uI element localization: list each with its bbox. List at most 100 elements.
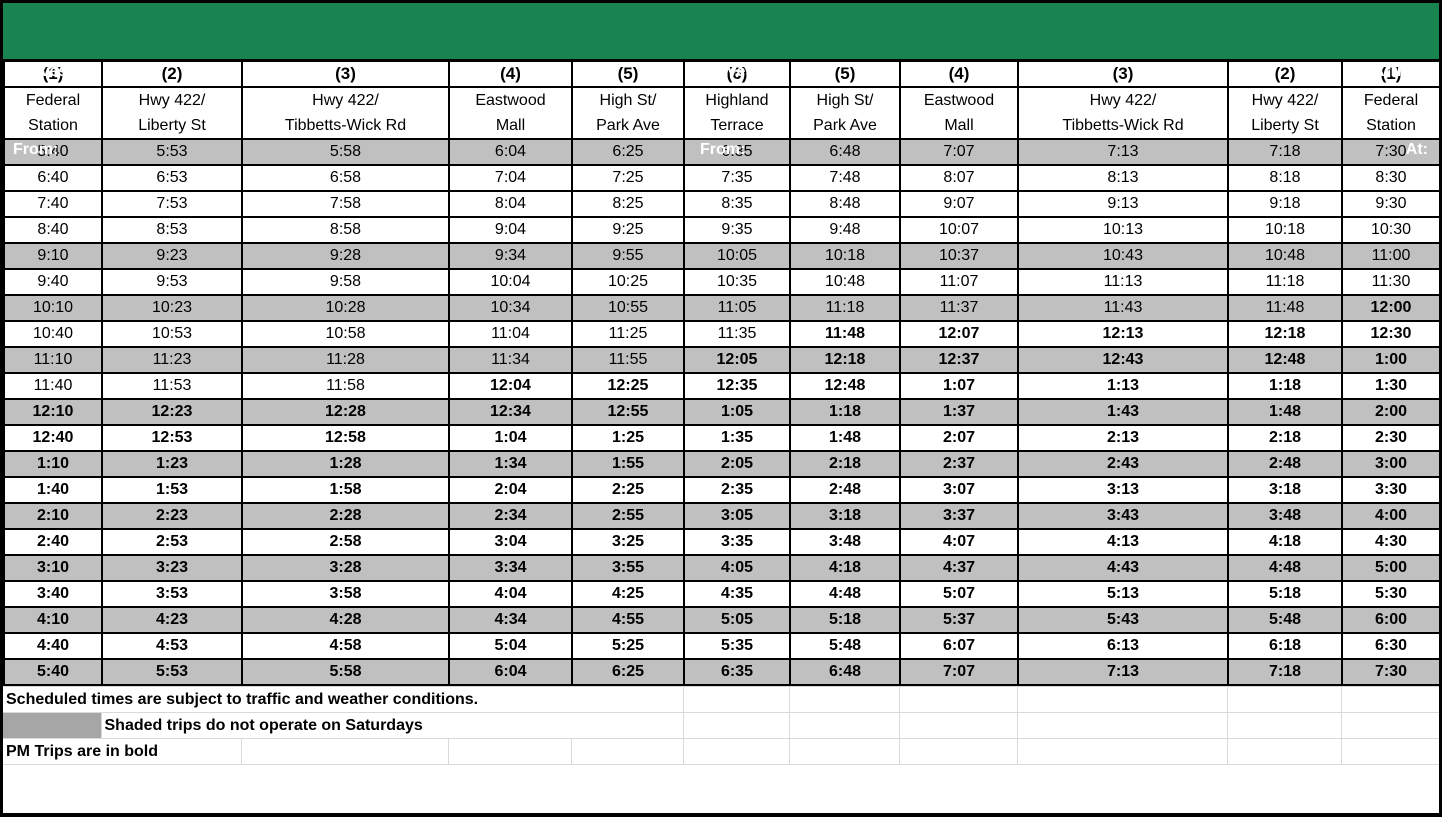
time-cell: 10:43 <box>1017 242 1229 270</box>
time-cell: 1:35 <box>683 424 791 452</box>
time-cell: 6:04 <box>448 658 573 686</box>
column-station-name: Hwy 422/Tibbetts-Wick Rd <box>1017 86 1229 140</box>
time-cell: 3:10 <box>3 554 103 582</box>
time-cell: 2:10 <box>3 502 103 530</box>
time-cell: 1:23 <box>101 450 243 478</box>
time-cell: 5:07 <box>899 580 1019 608</box>
column-station-name: Hwy 422/Liberty St <box>101 86 243 140</box>
time-cell: 12:10 <box>3 398 103 426</box>
time-cell: 6:00 <box>1341 606 1439 634</box>
time-cell: 12:18 <box>789 346 901 374</box>
time-cell: 1:25 <box>571 424 685 452</box>
time-cell: 11:00 <box>1341 242 1439 270</box>
header-banner: Leaves From: Leaves From: Arrives At: <box>3 3 1439 158</box>
time-cell: 3:35 <box>683 528 791 556</box>
time-cell: 1:18 <box>789 398 901 426</box>
time-cell: 10:37 <box>899 242 1019 270</box>
time-cell: 6:53 <box>101 164 243 192</box>
column-number-row: (1) (2) (3) (4) (5) (6) (5) (4) (3) (2) (1) <box>3 60 1439 88</box>
time-cell: 5:04 <box>448 632 573 660</box>
column-station-name: Federal Station <box>1341 86 1439 140</box>
timetable: (1) (2) (3) (4) (5) (6) (5) (4) (3) (2) (1) Federal… <box>3 60 1439 686</box>
time-cell: 12:28 <box>241 398 450 426</box>
time-cell: 2:18 <box>789 450 901 478</box>
time-cell: 7:18 <box>1227 658 1343 686</box>
time-cell: 9:25 <box>571 216 685 244</box>
column-station-name: Highland Terrace <box>683 86 791 140</box>
time-cell: 2:04 <box>448 476 573 504</box>
time-cell: 1:48 <box>789 424 901 452</box>
time-cell: 9:55 <box>571 242 685 270</box>
time-cell: 12:48 <box>789 372 901 400</box>
time-cell: 3:34 <box>448 554 573 582</box>
time-cell: 1:13 <box>1017 372 1229 400</box>
time-cell: 12:18 <box>1227 320 1343 348</box>
time-cell: 12:40 <box>3 424 103 452</box>
empty-cell <box>898 712 1018 739</box>
time-cell: 12:43 <box>1017 346 1229 374</box>
time-cell: 10:28 <box>241 294 450 322</box>
time-cell: 7:04 <box>448 164 573 192</box>
time-cell: 8:58 <box>241 216 450 244</box>
schedule-row: 9:10 9:23 9:28 9:34 9:55 10:05 10:18 10:37 10:43… <box>3 242 1439 270</box>
time-cell: 6:18 <box>1227 632 1343 660</box>
time-cell: 3:55 <box>571 554 685 582</box>
time-cell: 6:35 <box>683 658 791 686</box>
time-cell: 6:48 <box>789 138 901 166</box>
time-cell: 10:23 <box>101 294 243 322</box>
time-cell: 7:30 <box>1341 658 1439 686</box>
time-cell: 8:25 <box>571 190 685 218</box>
time-cell: 5:18 <box>1227 580 1343 608</box>
time-cell: 8:18 <box>1227 164 1343 192</box>
time-cell: 1:40 <box>3 476 103 504</box>
time-cell: 4:18 <box>1227 528 1343 556</box>
leaves-from-left-label: Leaves From: <box>13 7 67 215</box>
time-cell: 5:37 <box>899 606 1019 634</box>
time-cell: 11:34 <box>448 346 573 374</box>
time-cell: 7:07 <box>899 138 1019 166</box>
column-number: (6) <box>683 60 791 88</box>
time-cell: 7:48 <box>789 164 901 192</box>
time-cell: 4:07 <box>899 528 1019 556</box>
empty-cell <box>788 686 900 713</box>
time-cell: 12:05 <box>683 346 791 374</box>
arrives-at-label: Arrives At: <box>1373 7 1428 215</box>
empty-cell <box>898 686 1018 713</box>
time-cell: 8:30 <box>1341 164 1439 192</box>
empty-cell <box>682 738 790 765</box>
time-cell: 5:05 <box>683 606 791 634</box>
column-station-name: Eastwood Mall <box>448 86 573 140</box>
note-pm-trips: PM Trips are in bold <box>3 738 242 765</box>
time-cell: 4:10 <box>3 606 103 634</box>
time-cell: 2:23 <box>101 502 243 530</box>
schedule-row: 5:40 5:53 5:58 6:04 6:25 6:35 6:48 7:07 7:13 7:18… <box>3 138 1439 166</box>
time-cell: 10:53 <box>101 320 243 348</box>
time-cell: 9:30 <box>1341 190 1439 218</box>
time-cell: 1:55 <box>571 450 685 478</box>
empty-cell <box>570 738 684 765</box>
column-number: (4) <box>899 60 1019 88</box>
schedule-row: 4:40 4:53 4:58 5:04 5:25 5:35 5:48 6:07 6:13 6:18… <box>3 632 1439 660</box>
empty-cell <box>240 738 449 765</box>
time-cell: 8:07 <box>899 164 1019 192</box>
time-cell: 12:07 <box>899 320 1019 348</box>
time-cell: 3:18 <box>789 502 901 530</box>
column-number: (2) <box>101 60 243 88</box>
time-cell: 6:30 <box>1341 632 1439 660</box>
column-station-name: High St/Park Ave <box>571 86 685 140</box>
time-cell: 1:53 <box>101 476 243 504</box>
time-cell: 10:48 <box>789 268 901 296</box>
schedule-row: 2:10 2:23 2:28 2:34 2:55 3:05 3:18 3:37 3:43 3:48… <box>3 502 1439 530</box>
schedule-row: 2:40 2:53 2:58 3:04 3:25 3:35 3:48 4:07 4:13 4:18… <box>3 528 1439 556</box>
empty-cell <box>1016 712 1228 739</box>
time-cell: 3:05 <box>683 502 791 530</box>
footer-row-conditions: Scheduled times are subject to traffic a… <box>3 686 1439 713</box>
schedule-row: 5:40 5:53 5:58 6:04 6:25 6:35 6:48 7:07 7:13 7:18… <box>3 658 1439 686</box>
time-cell: 12:25 <box>571 372 685 400</box>
time-cell: 1:58 <box>241 476 450 504</box>
schedule-row: 4:10 4:23 4:28 4:34 4:55 5:05 5:18 5:37 5:43 5:48… <box>3 606 1439 634</box>
time-cell: 11:18 <box>789 294 901 322</box>
time-cell: 11:58 <box>241 372 450 400</box>
time-cell: 12:34 <box>448 398 573 426</box>
time-cell: 3:25 <box>571 528 685 556</box>
